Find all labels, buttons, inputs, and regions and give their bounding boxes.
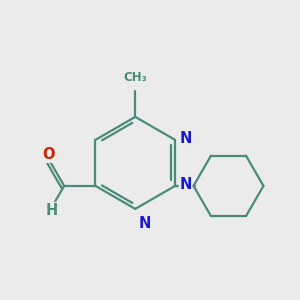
Text: N: N [179,130,192,146]
Text: N: N [179,176,192,191]
Text: CH₃: CH₃ [123,71,147,85]
Text: H: H [46,202,58,217]
Text: N: N [139,215,151,230]
Text: O: O [42,147,55,162]
